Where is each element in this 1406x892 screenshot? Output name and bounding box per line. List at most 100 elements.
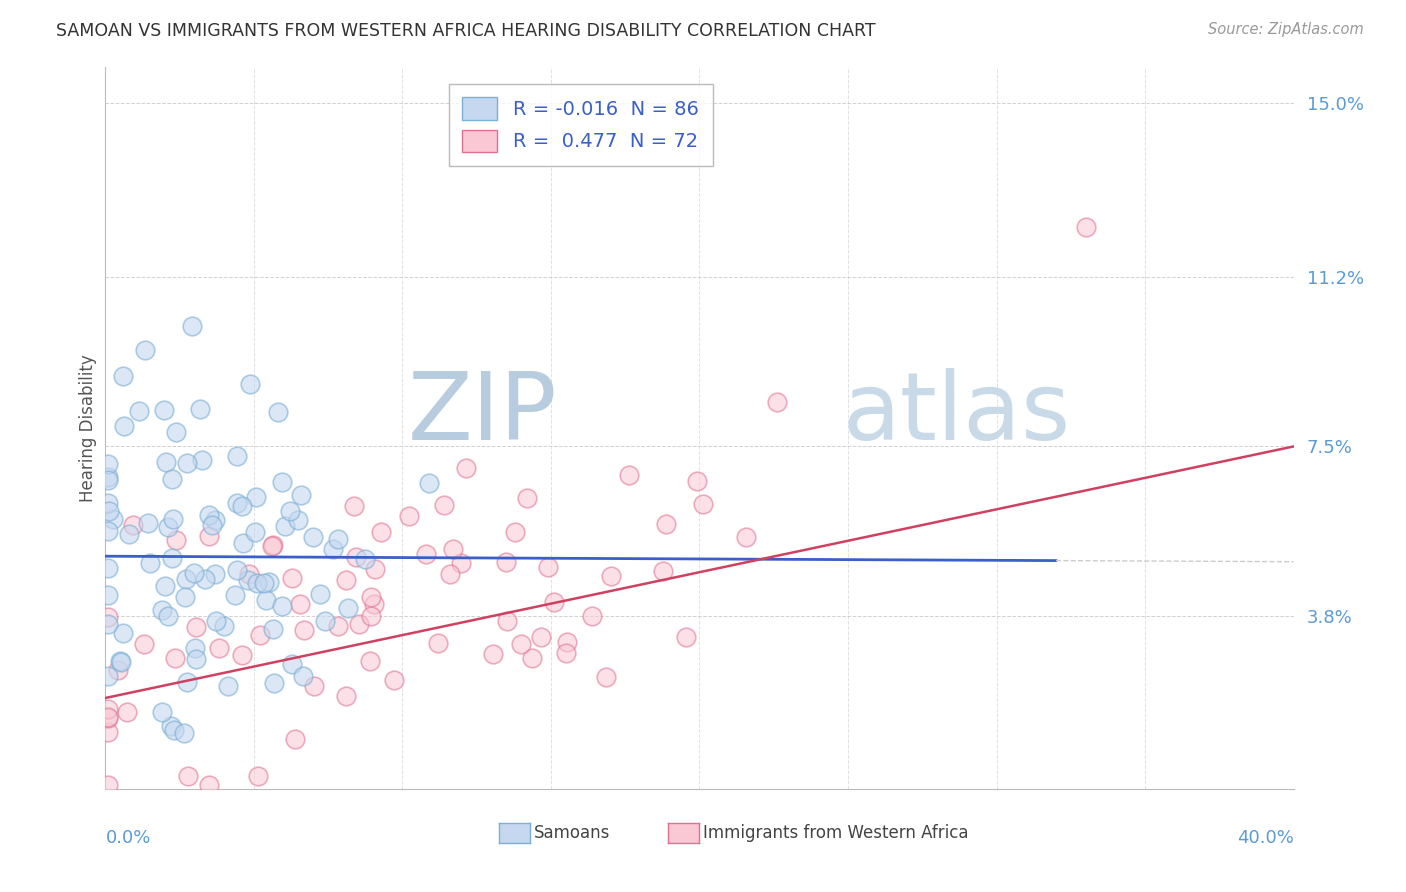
- Point: [103, 512, 125, 526]
- Point: [97, 561, 120, 575]
- Point: [253, 576, 276, 591]
- Point: [322, 542, 344, 557]
- Point: [281, 657, 304, 671]
- Point: [292, 668, 315, 682]
- Point: [156, 609, 179, 624]
- Point: [204, 566, 226, 581]
- Point: [239, 376, 262, 391]
- Point: [439, 566, 461, 581]
- Point: [617, 467, 640, 482]
- Point: [581, 608, 603, 623]
- Point: [97, 616, 120, 631]
- Point: [157, 520, 180, 534]
- Point: [271, 475, 294, 490]
- Point: [359, 654, 381, 668]
- Point: [201, 517, 224, 532]
- Point: [97, 669, 120, 683]
- Point: [184, 620, 207, 634]
- Point: [354, 552, 377, 566]
- Point: [254, 592, 277, 607]
- Point: [370, 524, 392, 539]
- Point: [150, 705, 173, 719]
- Point: [652, 564, 675, 578]
- Point: [162, 473, 184, 487]
- Text: SAMOAN VS IMMIGRANTS FROM WESTERN AFRICA HEARING DISABILITY CORRELATION CHART: SAMOAN VS IMMIGRANTS FROM WESTERN AFRICA…: [56, 22, 876, 40]
- Point: [686, 474, 709, 488]
- Point: [734, 530, 756, 544]
- Point: [418, 476, 440, 491]
- Text: Source: ZipAtlas.com: Source: ZipAtlas.com: [1208, 22, 1364, 37]
- Point: [398, 509, 420, 524]
- Text: Samoans: Samoans: [534, 824, 610, 842]
- Point: [208, 640, 231, 655]
- Point: [197, 529, 219, 543]
- Point: [292, 624, 315, 638]
- Point: [496, 615, 519, 629]
- Point: [181, 319, 204, 334]
- Point: [766, 395, 789, 409]
- Point: [336, 600, 359, 615]
- Point: [257, 575, 280, 590]
- Point: [232, 536, 254, 550]
- Point: [97, 702, 120, 716]
- Point: [382, 673, 405, 688]
- Point: [176, 674, 198, 689]
- Point: [236, 573, 259, 587]
- Point: [287, 513, 309, 527]
- Point: [153, 403, 176, 417]
- Point: [675, 630, 697, 644]
- Point: [495, 555, 517, 569]
- Text: ZIP: ZIP: [408, 368, 557, 459]
- Point: [108, 654, 131, 668]
- Point: [128, 403, 150, 417]
- Point: [335, 573, 357, 587]
- Point: [173, 726, 195, 740]
- Point: [97, 778, 120, 792]
- Point: [134, 343, 156, 357]
- Point: [600, 569, 623, 583]
- Point: [271, 599, 294, 613]
- Point: [262, 622, 284, 636]
- Point: [226, 563, 249, 577]
- Point: [163, 723, 186, 738]
- Point: [595, 670, 617, 684]
- Point: [245, 525, 267, 540]
- Text: Immigrants from Western Africa: Immigrants from Western Africa: [703, 824, 969, 842]
- Point: [159, 719, 181, 733]
- Point: [441, 542, 464, 557]
- Y-axis label: Hearing Disability: Hearing Disability: [79, 354, 97, 502]
- Legend: R = -0.016  N = 86, R =  0.477  N = 72: R = -0.016 N = 86, R = 0.477 N = 72: [449, 84, 713, 166]
- Point: [360, 609, 382, 624]
- Point: [335, 690, 357, 704]
- Point: [415, 547, 437, 561]
- Point: [98, 504, 121, 518]
- Point: [188, 401, 211, 416]
- Text: 0.0%: 0.0%: [105, 830, 150, 847]
- Point: [107, 663, 129, 677]
- Point: [226, 496, 249, 510]
- Point: [118, 527, 141, 541]
- Point: [122, 518, 145, 533]
- Point: [302, 530, 325, 544]
- Point: [217, 680, 239, 694]
- Point: [115, 705, 138, 719]
- Point: [174, 591, 197, 605]
- Point: [246, 768, 269, 782]
- Point: [186, 651, 208, 665]
- Point: [360, 590, 382, 604]
- Point: [155, 454, 177, 468]
- Point: [516, 491, 538, 505]
- Point: [481, 647, 503, 661]
- Point: [522, 650, 544, 665]
- Point: [326, 619, 349, 633]
- Point: [454, 461, 477, 475]
- Point: [1074, 219, 1097, 234]
- Point: [97, 610, 120, 624]
- Point: [555, 635, 578, 649]
- Point: [212, 619, 235, 633]
- Point: [165, 533, 187, 547]
- Point: [343, 499, 366, 513]
- Point: [112, 625, 135, 640]
- Point: [150, 602, 173, 616]
- Text: atlas: atlas: [842, 368, 1070, 459]
